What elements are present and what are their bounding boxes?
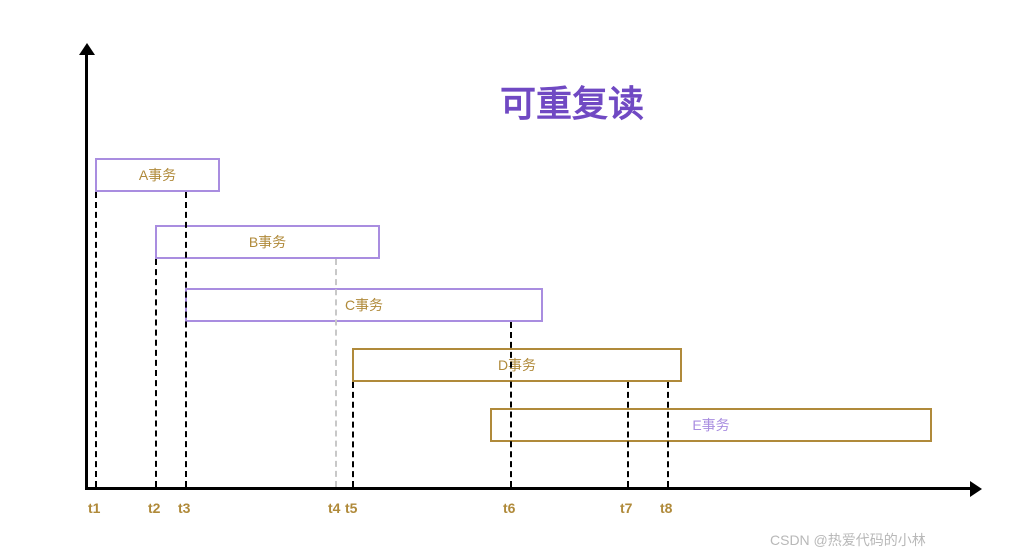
transaction-bar-label: B事务 bbox=[249, 232, 286, 252]
transaction-bar: E事务 bbox=[490, 408, 932, 442]
y-axis-arrow bbox=[79, 43, 95, 55]
transaction-bar-label: A事务 bbox=[139, 165, 176, 185]
tick-line bbox=[627, 382, 629, 487]
tick-label: t3 bbox=[178, 500, 190, 516]
x-axis-arrow bbox=[970, 481, 982, 497]
tick-line bbox=[352, 382, 354, 487]
transaction-bar: C事务 bbox=[185, 288, 543, 322]
tick-label: t5 bbox=[345, 500, 357, 516]
tick-line bbox=[510, 322, 512, 487]
transaction-bar: D事务 bbox=[352, 348, 682, 382]
tick-label: t7 bbox=[620, 500, 632, 516]
tick-label: t2 bbox=[148, 500, 160, 516]
transaction-bar: B事务 bbox=[155, 225, 380, 259]
transaction-bar-label: C事务 bbox=[345, 295, 383, 315]
tick-line bbox=[185, 192, 187, 487]
tick-label: t6 bbox=[503, 500, 515, 516]
x-axis bbox=[85, 487, 970, 490]
tick-line bbox=[335, 259, 337, 487]
tick-line bbox=[667, 382, 669, 487]
tick-label: t8 bbox=[660, 500, 672, 516]
watermark: CSDN @热爱代码的小林 bbox=[770, 530, 926, 550]
tick-label: t4 bbox=[328, 500, 340, 516]
tick-line bbox=[95, 192, 97, 487]
tick-line bbox=[155, 259, 157, 487]
chart-title: 可重复读 bbox=[500, 75, 644, 127]
y-axis bbox=[85, 55, 88, 490]
transaction-bar-label: E事务 bbox=[692, 415, 729, 435]
transaction-bar-label: D事务 bbox=[498, 355, 536, 375]
transaction-bar: A事务 bbox=[95, 158, 220, 192]
tick-label: t1 bbox=[88, 500, 100, 516]
timeline-diagram: 可重复读 A事务 B事务 C事务 D事务 E事务 t1 t2 t3 t4 t5 t6 t7 t8 CS… bbox=[0, 0, 1033, 553]
